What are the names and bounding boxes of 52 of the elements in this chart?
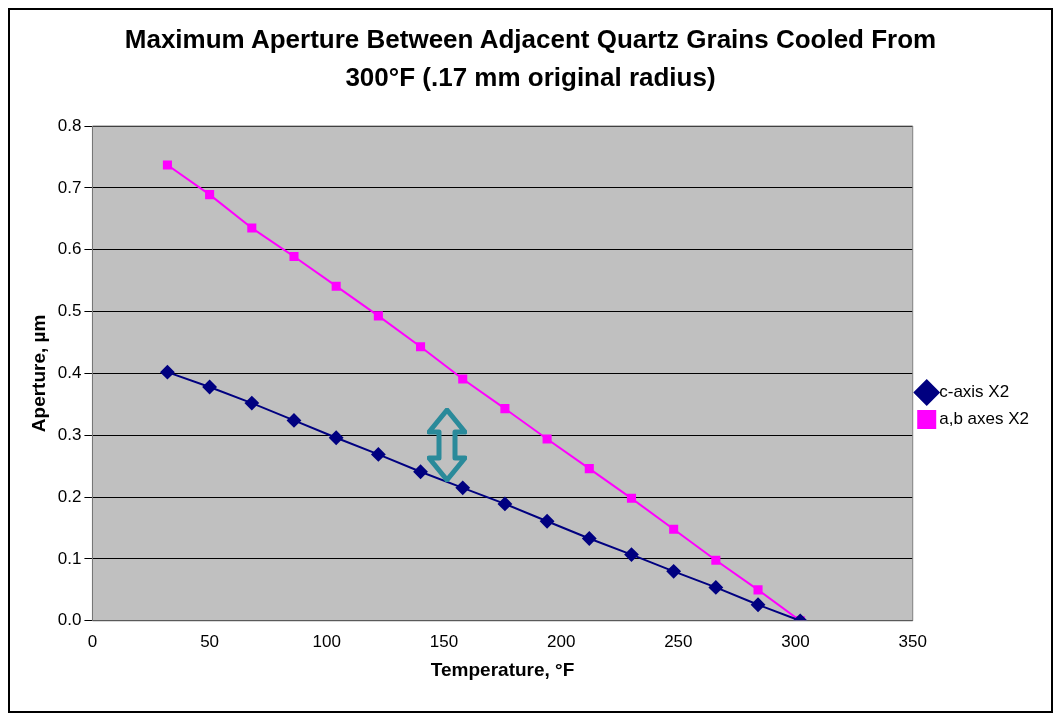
point xyxy=(205,190,215,200)
chart-title: Maximum Aperture Between Adjacent Quartz Grains Cooled From 300°F (.17 mm original radius) xyxy=(123,23,938,94)
point xyxy=(331,281,341,291)
point xyxy=(455,480,470,495)
y-tick-label: 0.4 xyxy=(57,363,82,383)
legend-label: c-axis X2 xyxy=(939,382,1010,402)
x-tick-label: 350 xyxy=(898,631,927,651)
x-axis-title: Temperature, °F xyxy=(430,658,575,680)
y-tick-label: 0.2 xyxy=(57,486,82,506)
x-tick-label: 0 xyxy=(87,631,98,651)
point xyxy=(202,380,217,395)
point xyxy=(416,342,426,352)
y-tick-label: 0.5 xyxy=(57,301,82,321)
point xyxy=(244,396,259,411)
point xyxy=(371,447,386,462)
point xyxy=(711,555,721,565)
point xyxy=(500,404,510,414)
point xyxy=(458,374,468,384)
point xyxy=(626,493,637,503)
x-tick-label: 250 xyxy=(664,631,693,651)
point xyxy=(584,464,594,474)
y-tick-label: 0.7 xyxy=(57,177,82,197)
point xyxy=(624,547,639,562)
y-tick-label: 0.8 xyxy=(57,115,82,135)
y-axis-title: Aperture, µm xyxy=(27,314,49,433)
y-tick-label: 0.0 xyxy=(57,610,82,630)
x-tick-label: 150 xyxy=(429,631,459,651)
legend-label: a,b axes X2 xyxy=(939,409,1029,429)
point xyxy=(373,311,383,321)
x-tick-label: 50 xyxy=(200,631,220,651)
point xyxy=(753,585,763,595)
point xyxy=(162,160,172,170)
y-tick-label: 0.6 xyxy=(57,239,82,259)
point xyxy=(286,413,301,428)
point xyxy=(751,597,766,612)
point xyxy=(413,464,428,479)
y-tick-label: 0.1 xyxy=(57,548,82,568)
point xyxy=(329,430,344,445)
x-tick-label: 200 xyxy=(546,631,576,651)
point xyxy=(540,514,555,529)
y-tick-label: 0.3 xyxy=(57,424,82,444)
point xyxy=(247,223,257,233)
point xyxy=(669,524,679,534)
point xyxy=(666,564,681,579)
point xyxy=(542,434,552,444)
x-tick-label: 100 xyxy=(312,631,341,651)
x-tick-label: 300 xyxy=(781,631,810,651)
point xyxy=(160,365,175,380)
point xyxy=(497,496,512,511)
point xyxy=(708,580,723,595)
point xyxy=(582,531,597,546)
point xyxy=(289,251,299,262)
